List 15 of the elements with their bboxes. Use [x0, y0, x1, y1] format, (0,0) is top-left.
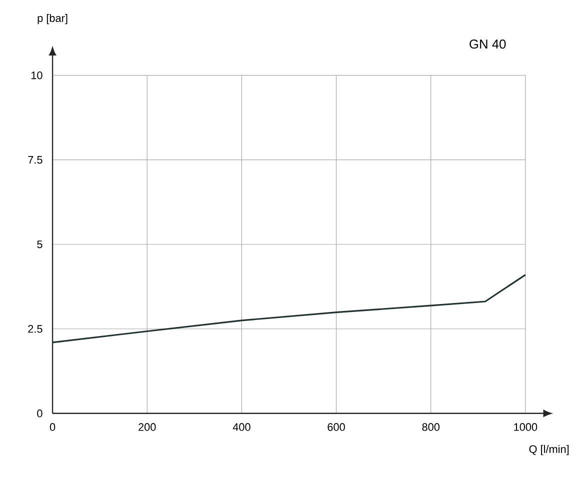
y-axis-title: p [bar]	[38, 14, 68, 24]
x-tick-label: 600	[328, 423, 345, 431]
y-tick-label: 5	[37, 240, 42, 248]
x-tick-label: 0	[50, 423, 56, 431]
y-tick-label: 2.5	[28, 325, 42, 333]
x-tick-label: 1000	[514, 423, 538, 431]
line-series	[52, 274, 526, 344]
y-tick-label: 0	[37, 410, 42, 418]
y-tick-label: 7.5	[28, 156, 42, 164]
y-tick-label: 10	[31, 72, 42, 80]
x-axis-title: Q [l/min]	[529, 445, 569, 456]
chart-title: GN 40	[470, 40, 506, 49]
x-tick-label: 800	[422, 423, 440, 431]
x-tick-label: 200	[138, 423, 156, 431]
x-tick-label: 400	[232, 423, 250, 431]
